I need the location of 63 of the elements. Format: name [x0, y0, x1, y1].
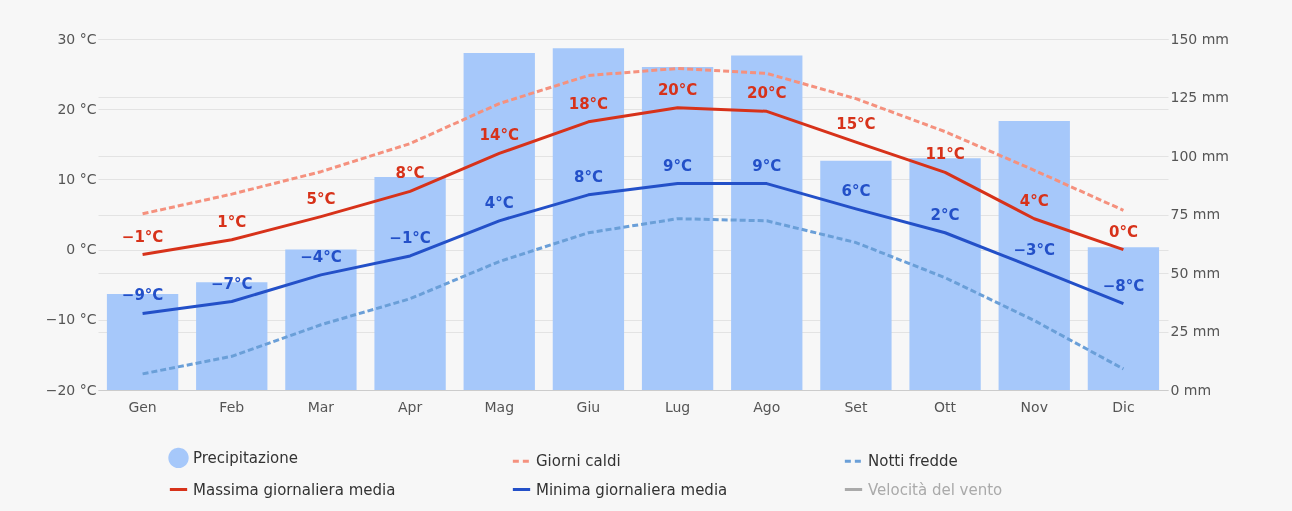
x-tick-label: Dic — [1112, 398, 1135, 415]
y-tick-label: 20 °C — [57, 100, 97, 117]
data-label: −3°C — [1013, 240, 1056, 259]
y-tick-label: −10 °C — [45, 311, 97, 328]
x-tick-label: Nov — [1020, 398, 1048, 415]
bar — [374, 177, 446, 390]
bar — [820, 160, 892, 390]
data-label: 4°C — [1019, 191, 1049, 210]
bar — [909, 158, 981, 390]
data-label: 9°C — [752, 156, 782, 175]
data-label: −1°C — [389, 228, 431, 247]
y2-tick-label: 75 mm — [1170, 206, 1221, 222]
y2-tick-label: 100 mm — [1170, 147, 1229, 164]
y2-tick-label: 50 mm — [1170, 264, 1221, 281]
y2-tick-label: 150 mm — [1170, 30, 1229, 47]
x-tick-label: Ott — [934, 398, 957, 415]
bar — [641, 67, 714, 390]
bar — [1087, 247, 1160, 390]
data-label: 15°C — [836, 115, 876, 134]
data-label: 11°C — [925, 145, 965, 164]
x-tick-label: Lug — [664, 398, 691, 415]
y2-tick-label: 125 mm — [1170, 89, 1229, 105]
data-label: 0°C — [1108, 222, 1138, 241]
legend-label: Precipitazione — [193, 448, 298, 467]
y-tick-label: 0 °C — [66, 241, 97, 258]
data-label: −8°C — [1102, 276, 1145, 295]
data-label: 5°C — [306, 189, 336, 208]
x-tick-label: Giu — [576, 398, 601, 415]
legend-label: Notti fredde — [868, 452, 958, 471]
x-tick-label: Ago — [753, 398, 781, 415]
x-tick-label: Feb — [219, 398, 245, 415]
legend-label: Massima giornaliera media — [193, 480, 396, 499]
legend-label: Giorni caldi — [536, 452, 621, 471]
bar — [285, 249, 357, 390]
legend-label: Minima giornaliera media — [536, 480, 728, 499]
data-label: 6°C — [841, 181, 871, 200]
y-tick-label: 30 °C — [57, 30, 97, 47]
data-label: 1°C — [217, 212, 247, 231]
data-label: 2°C — [930, 205, 960, 224]
data-label: 8°C — [395, 164, 425, 183]
x-tick-label: Gen — [128, 398, 157, 415]
data-label: 20°C — [747, 84, 787, 103]
x-tick-label: Mag — [484, 398, 515, 415]
x-tick-label: Apr — [397, 398, 423, 415]
data-label: 18°C — [568, 94, 609, 113]
data-label: −4°C — [300, 247, 342, 266]
bar — [998, 120, 1070, 390]
bar — [552, 48, 625, 390]
bar — [463, 53, 535, 390]
y2-tick-label: 25 mm — [1170, 323, 1221, 339]
x-tick-label: Set — [844, 398, 868, 415]
legend-label: Velocità del vento — [868, 480, 1003, 499]
x-tick-label: Mar — [307, 398, 335, 415]
data-label: 4°C — [484, 193, 514, 212]
bar — [731, 55, 803, 390]
data-label: 14°C — [479, 126, 519, 145]
data-label: 8°C — [573, 167, 603, 186]
y2-tick-label: 0 mm — [1170, 381, 1212, 398]
y-tick-label: 10 °C — [57, 170, 97, 187]
y-tick-label: −20 °C — [45, 381, 97, 398]
data-label: 9°C — [663, 156, 693, 175]
data-label: 20°C — [657, 80, 698, 99]
data-label: −1°C — [121, 227, 164, 246]
